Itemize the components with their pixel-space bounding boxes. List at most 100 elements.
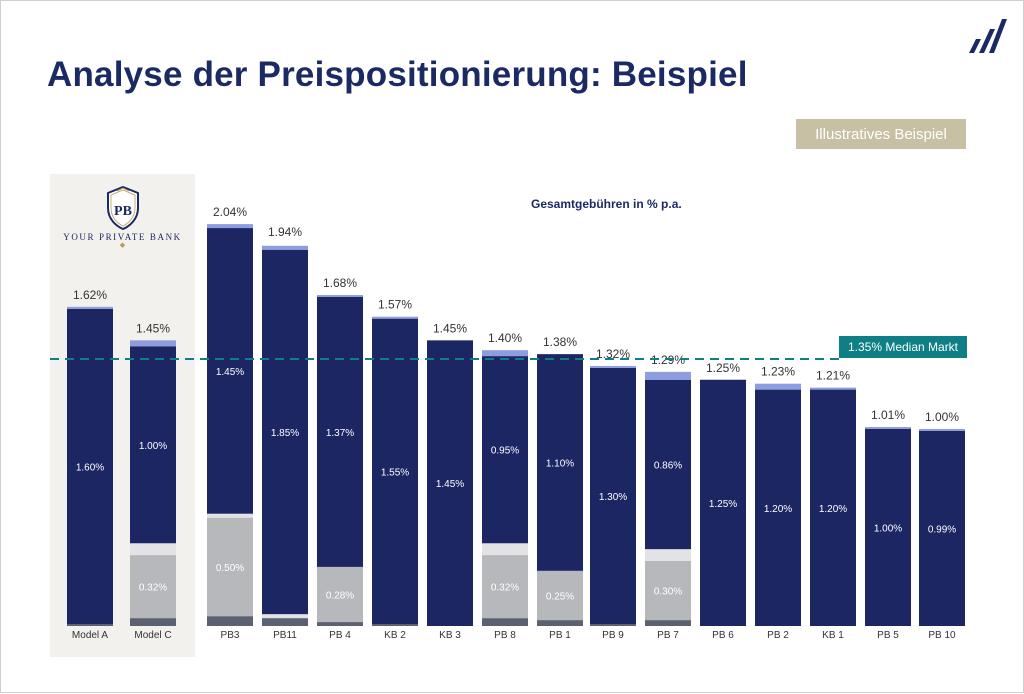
bar-segment [482,543,528,556]
segment-label: 1.30% [599,492,627,503]
segment-label: 1.45% [216,367,244,378]
bar-segment [482,555,528,619]
bar-segment [207,517,253,617]
segment-label: 0.32% [139,583,167,594]
category-label: PB 2 [767,630,789,641]
total-label: 1.01% [871,408,905,422]
category-label: PB 5 [877,630,899,641]
bar-segment [317,295,363,298]
segment-label: 0.32% [491,583,519,594]
bar-segment [262,618,308,626]
segment-label: 1.20% [764,504,792,515]
segment-label: 0.99% [928,524,956,535]
bar-segment [645,371,691,380]
bar-segment [700,379,746,626]
bar-segment [590,367,636,625]
bar-segment [645,549,691,561]
segment-label: 0.25% [546,591,574,602]
segment-label: 1.55% [381,467,409,478]
segment-label: 0.95% [491,446,519,457]
bar-segment [130,340,176,347]
bar-segment [590,365,636,368]
bank-monogram: PB [114,204,132,219]
total-label: 1.32% [596,347,630,361]
category-label: PB 4 [329,630,351,641]
category-label: KB 1 [822,630,844,641]
median-label: 1.35% Median Markt [839,336,967,358]
bar-segment [645,560,691,621]
segment-label: 1.00% [139,441,167,452]
bar-segment [372,316,418,319]
total-label: 1.00% [925,410,959,424]
bar-segment [130,543,176,556]
total-label: 1.45% [433,321,467,335]
bar-segment [482,350,528,357]
bar-segment [537,620,583,626]
chart-title: Gesamtgebühren in % p.a. [531,197,682,211]
category-label: PB 1 [549,630,571,641]
bar-segment [919,430,965,626]
bar-segment [262,614,308,619]
bar-segment [317,297,363,567]
bar-segment [67,306,113,309]
bar-segment [130,346,176,544]
bar-segment [537,354,583,571]
total-label: 1.62% [73,288,107,302]
segment-label: 0.30% [654,587,682,598]
total-label: 1.40% [488,331,522,345]
segment-label: 1.37% [326,428,354,439]
total-label: 1.38% [543,335,577,349]
bar-segment [865,429,911,626]
total-label: 2.04% [213,205,247,219]
total-label: 1.25% [706,361,740,375]
bar-segment [590,624,636,626]
bar-segment [130,555,176,619]
category-label: PB 9 [602,630,624,641]
segment-label: 0.86% [654,460,682,471]
total-label: 1.57% [378,298,412,312]
segment-label: 0.50% [216,563,244,574]
segment-label: 1.10% [546,458,574,469]
bank-crest-icon: PB [106,186,139,230]
bar-segment [427,340,473,626]
category-label: Model A [72,630,108,641]
bar-segment [317,622,363,626]
company-logo-icon [969,19,1007,53]
category-label: PB 7 [657,630,679,641]
bar-segment [482,356,528,544]
bar-segment [262,249,308,615]
bar-segment [372,318,418,625]
segment-label: 1.60% [76,462,104,473]
category-label: KB 3 [439,630,461,641]
category-label: PB 6 [712,630,734,641]
total-label: 1.21% [816,369,850,383]
bank-diamond-icon: ◆ [119,242,126,249]
bank-logo: PB YOUR PRIVATE BANK ◆ [50,186,195,256]
bar-segment [67,308,113,625]
bar-segment [865,427,911,429]
segment-label: 1.20% [819,504,847,515]
bank-name: YOUR PRIVATE BANK [63,232,182,242]
bar-segment [262,245,308,250]
bar-segment [207,616,253,626]
bar-segment [482,618,528,626]
total-label: 1.23% [761,365,795,379]
segment-label: 1.45% [436,479,464,490]
category-label: KB 2 [384,630,406,641]
bar-segment [207,513,253,518]
bar-group: 1.60% 1.62% Model A 0.32% 1.00% 1.45% Model C 0… [67,205,965,641]
bar-segment [810,389,856,626]
bar-segment [207,228,253,514]
bar-segment [537,570,583,621]
segment-label: 1.85% [271,428,299,439]
bar-segment [755,389,801,626]
bar-segment [919,429,965,431]
bar-segment [645,620,691,626]
bar-segment [67,624,113,626]
segment-label: 0.28% [326,590,354,601]
illustrative-badge: Illustratives Beispiel [796,119,966,149]
total-label: 1.94% [268,225,302,239]
category-label: Model C [134,630,171,641]
